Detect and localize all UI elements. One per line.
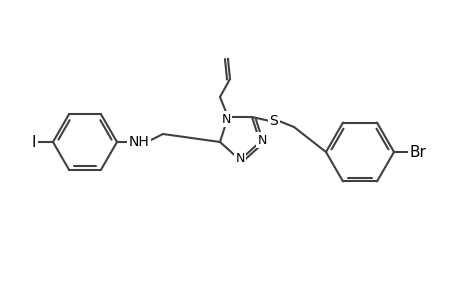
Text: I: I [32,134,36,149]
Text: N: N [235,152,244,164]
Text: S: S [269,114,278,128]
Text: Br: Br [409,145,425,160]
Text: N: N [221,112,230,125]
Text: NH: NH [129,135,149,149]
Text: N: N [257,134,266,146]
